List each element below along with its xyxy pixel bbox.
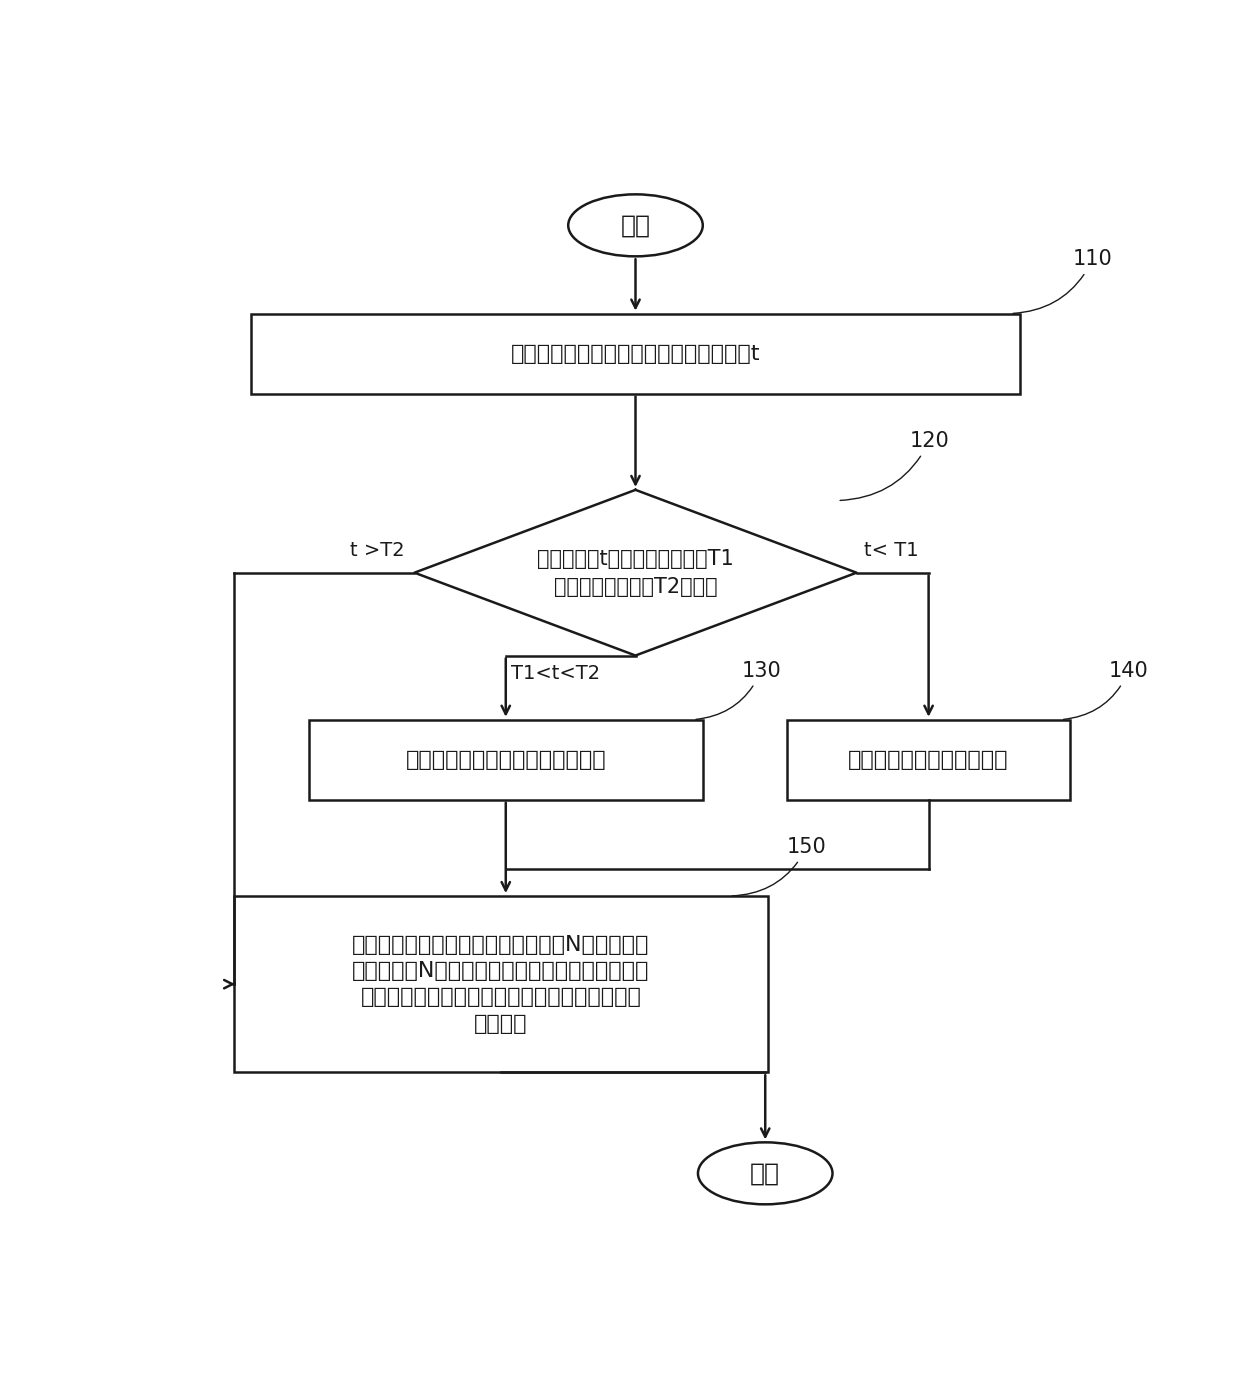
Text: t< T1: t< T1 [864, 541, 919, 559]
Text: 控制驱动器驱动一电机轴进行动作: 控制驱动器驱动一电机轴进行动作 [405, 750, 606, 770]
Text: 结束: 结束 [750, 1162, 780, 1185]
Text: 110: 110 [1013, 250, 1112, 314]
Text: 总控制器计算第一待作业点的移动时间戳t: 总控制器计算第一待作业点的移动时间戳t [511, 344, 760, 364]
Text: 控制驱动器维持原工作状态: 控制驱动器维持原工作状态 [848, 750, 1009, 770]
Text: t >T2: t >T2 [350, 541, 404, 559]
Text: 120: 120 [839, 432, 949, 501]
Text: 140: 140 [1064, 661, 1148, 719]
Text: 开始: 开始 [620, 214, 651, 237]
Text: 150: 150 [732, 837, 827, 895]
Text: 130: 130 [696, 661, 781, 719]
Text: 移动时间戳t与第一特定时间值T1
和第二特定时间值T2的大小: 移动时间戳t与第一特定时间值T1 和第二特定时间值T2的大小 [537, 548, 734, 597]
Text: T1<t<T2: T1<t<T2 [511, 663, 600, 683]
Text: 控制驱动器在第一待作业点之后插补N个第二待作
业点，以把N个第二待作业点作为下一路径规划过
程中的第一待作业点，以重新规划机器人的作业
运动路径: 控制驱动器在第一待作业点之后插补N个第二待作 业点，以把N个第二待作业点作为下一… [352, 934, 650, 1034]
